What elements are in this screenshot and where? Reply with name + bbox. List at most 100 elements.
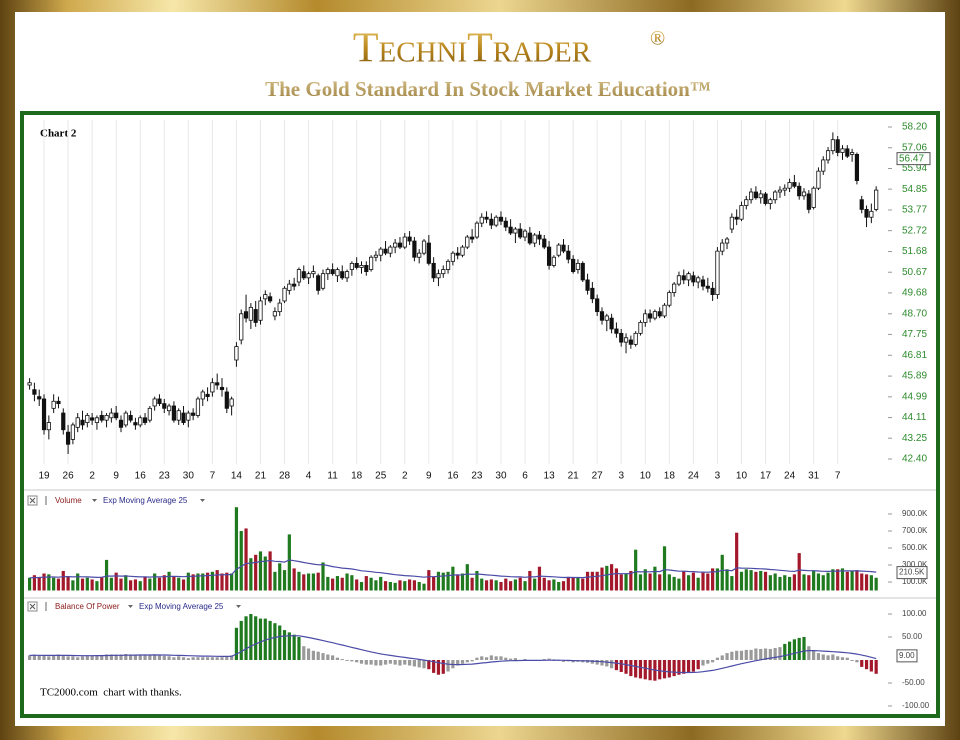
volume-bar [383, 581, 388, 591]
bop-bar [658, 660, 662, 680]
candle-body [643, 313, 648, 323]
x-tick-label: 10 [640, 471, 652, 482]
candle-body [566, 250, 571, 260]
candle-body [768, 199, 773, 204]
candle-body [609, 317, 614, 330]
bop-bar [672, 660, 676, 677]
volume-bar [850, 570, 854, 591]
bop-bar [37, 655, 41, 660]
bop-bar [456, 660, 460, 666]
y-tick-label: 43.25 [902, 433, 927, 444]
volume-bar [436, 571, 441, 591]
candle-body [686, 273, 691, 281]
volume-bar [566, 576, 570, 591]
bop-bar [600, 660, 604, 666]
candle-body [373, 254, 379, 258]
dropdown-icon[interactable] [128, 605, 133, 608]
candle-body [484, 216, 489, 220]
bop-bar [350, 660, 354, 662]
indicator-name[interactable]: Balance Of Power [55, 602, 120, 611]
bop-bar [504, 657, 508, 660]
volume-bar [215, 570, 219, 591]
bop-bar [124, 654, 128, 660]
volume-bar [821, 575, 825, 591]
bop-bar [715, 657, 720, 660]
candle-body [460, 246, 465, 256]
candle-body [147, 407, 152, 421]
brand-subtitle: The Gold Standard In Stock Market Educat… [265, 77, 711, 101]
candle-body [383, 248, 388, 254]
bop-bar [355, 660, 359, 663]
candle-body [479, 216, 484, 224]
volume-bar [56, 578, 61, 591]
indicator-name[interactable]: Volume [55, 496, 82, 505]
candle-body [792, 182, 797, 187]
candle-body [720, 242, 725, 252]
bop-bar [71, 656, 75, 660]
candle-body [455, 252, 460, 256]
volume-bar [278, 563, 282, 591]
bop-bar [157, 655, 162, 660]
x-tick-label: 21 [255, 471, 267, 482]
candle-body [431, 262, 436, 279]
x-tick-label: 31 [808, 471, 820, 482]
volume-bar [735, 532, 739, 591]
bop-bar [807, 646, 811, 660]
candle-body [32, 389, 37, 395]
volume-bar [80, 578, 85, 591]
bop-bar [720, 655, 724, 660]
volume-bar [480, 578, 484, 591]
close-icon [29, 497, 36, 504]
candle-body [758, 193, 763, 199]
candle-body [412, 240, 417, 258]
candle-body [859, 199, 864, 210]
candle-body [715, 250, 720, 295]
dropdown-icon[interactable] [92, 499, 97, 502]
ma-name[interactable]: Exp Moving Average 25 [103, 496, 188, 505]
candle-body [311, 271, 316, 275]
registered-mark: ® [650, 28, 665, 50]
y-tick-label: -50.00 [902, 678, 925, 687]
volume-bar [840, 568, 845, 591]
candle-body [657, 311, 662, 317]
volume-bar [28, 577, 32, 591]
y-tick-label: 300.0K [902, 560, 928, 569]
bop-bar [605, 660, 609, 667]
volume-bar [667, 574, 671, 591]
bop-bar [383, 660, 388, 665]
bop-bar [778, 647, 782, 660]
candle-body [162, 403, 167, 409]
volume-bar [263, 556, 267, 591]
candle-body [354, 262, 359, 268]
dropdown-icon[interactable] [236, 605, 241, 608]
bop-bar [874, 660, 878, 674]
bop-bar [422, 660, 426, 669]
bop-bar [735, 650, 739, 660]
volume-bar [205, 572, 210, 591]
ma-name[interactable]: Exp Moving Average 25 [139, 602, 224, 611]
bop-bar [379, 660, 383, 666]
candle-body [330, 269, 335, 275]
volume-bar [465, 564, 469, 591]
bop-bar [287, 632, 291, 660]
bop-bar [802, 637, 806, 660]
volume-bar [172, 576, 176, 591]
bop-bar [787, 641, 792, 660]
bop-bar [499, 656, 503, 660]
candle-body [263, 294, 268, 300]
y-tick-label: 53.77 [902, 205, 927, 216]
chart-label: Chart 2 [40, 128, 77, 140]
volume-bar [186, 572, 190, 591]
volume-bar [345, 573, 349, 591]
volume-bar [95, 581, 99, 591]
bop-bar [860, 660, 864, 667]
volume-bar [662, 546, 667, 591]
volume-bar [759, 570, 763, 591]
candle-body [219, 386, 225, 391]
candle-body [782, 187, 787, 191]
volume-bar [417, 582, 421, 591]
dropdown-icon[interactable] [200, 499, 205, 502]
volume-bar [533, 578, 537, 591]
bop-bar [509, 658, 513, 660]
candle-body [845, 148, 850, 157]
